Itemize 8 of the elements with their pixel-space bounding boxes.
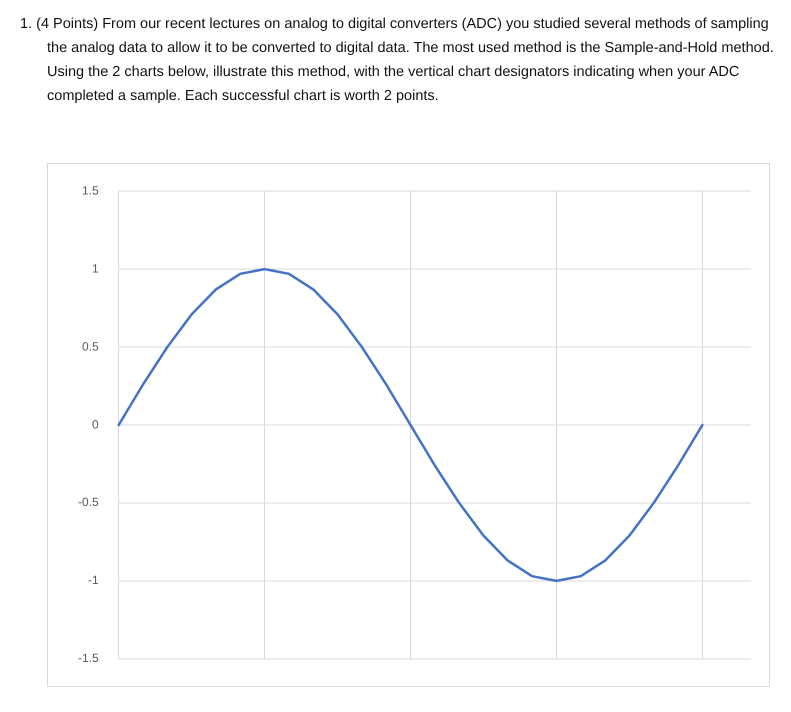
chart-title: 1. (4 Points) From our recent lectures on analog to digital converters (ADC) you studied several methods of sampling the analog data to allow it to be converted to digital data. The most used method is the Sample-and-Hold method. Using the 2 charts below, illustrate this method, with the vertical chart designators indicating when your ADC completed a sample. Each successful chart is worth 2 points. [20,15,775,106]
y-tick-label: 0 [92,417,99,432]
y-tick-label: -0.5 [78,495,99,510]
y-tick-label: -1 [88,573,99,588]
y-tick-label: -1.5 [78,651,99,666]
y-tick-label: 0.5 [82,339,99,354]
y-tick-label: 1.5 [82,184,99,198]
y-tick-label: 1 [92,261,99,276]
